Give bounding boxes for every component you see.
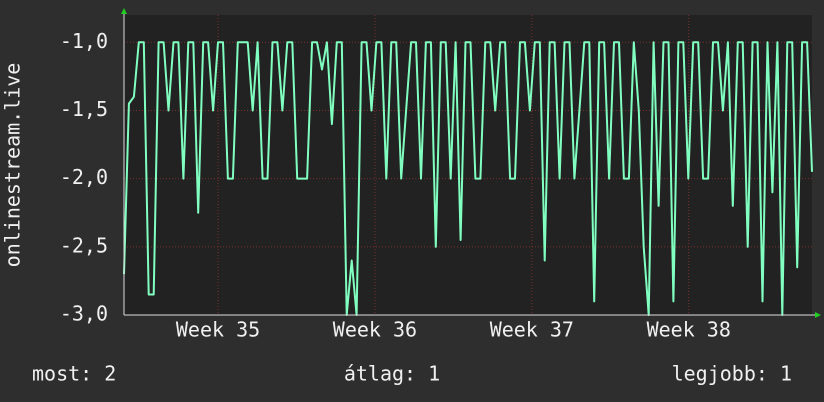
footer-current: most: 2 [32,362,116,386]
y-arrow [121,8,127,14]
x-tick-label: Week 36 [333,318,417,342]
y-axis-label: onlinestream.live [1,63,25,268]
plot-area [124,15,812,315]
x-tick-label: Week 35 [176,318,260,342]
y-tick-label: -2,5 [60,233,108,257]
y-tick-label: -2,0 [60,165,108,189]
footer-best: legjobb: 1 [672,362,792,386]
x-tick-label: Week 38 [647,318,731,342]
footer-average: átlag: 1 [344,362,440,386]
x-arrow [815,312,821,318]
y-tick-label: -1,0 [60,29,108,53]
y-tick-label: -3,0 [60,302,108,326]
y-tick-label: -1,5 [60,97,108,121]
x-tick-label: Week 37 [490,318,574,342]
plot: -3,0 -2,5 -2,0 -1,5 -1,0 Week 35 Week 36 Week 3… [60,15,813,342]
data-line [123,41,813,316]
